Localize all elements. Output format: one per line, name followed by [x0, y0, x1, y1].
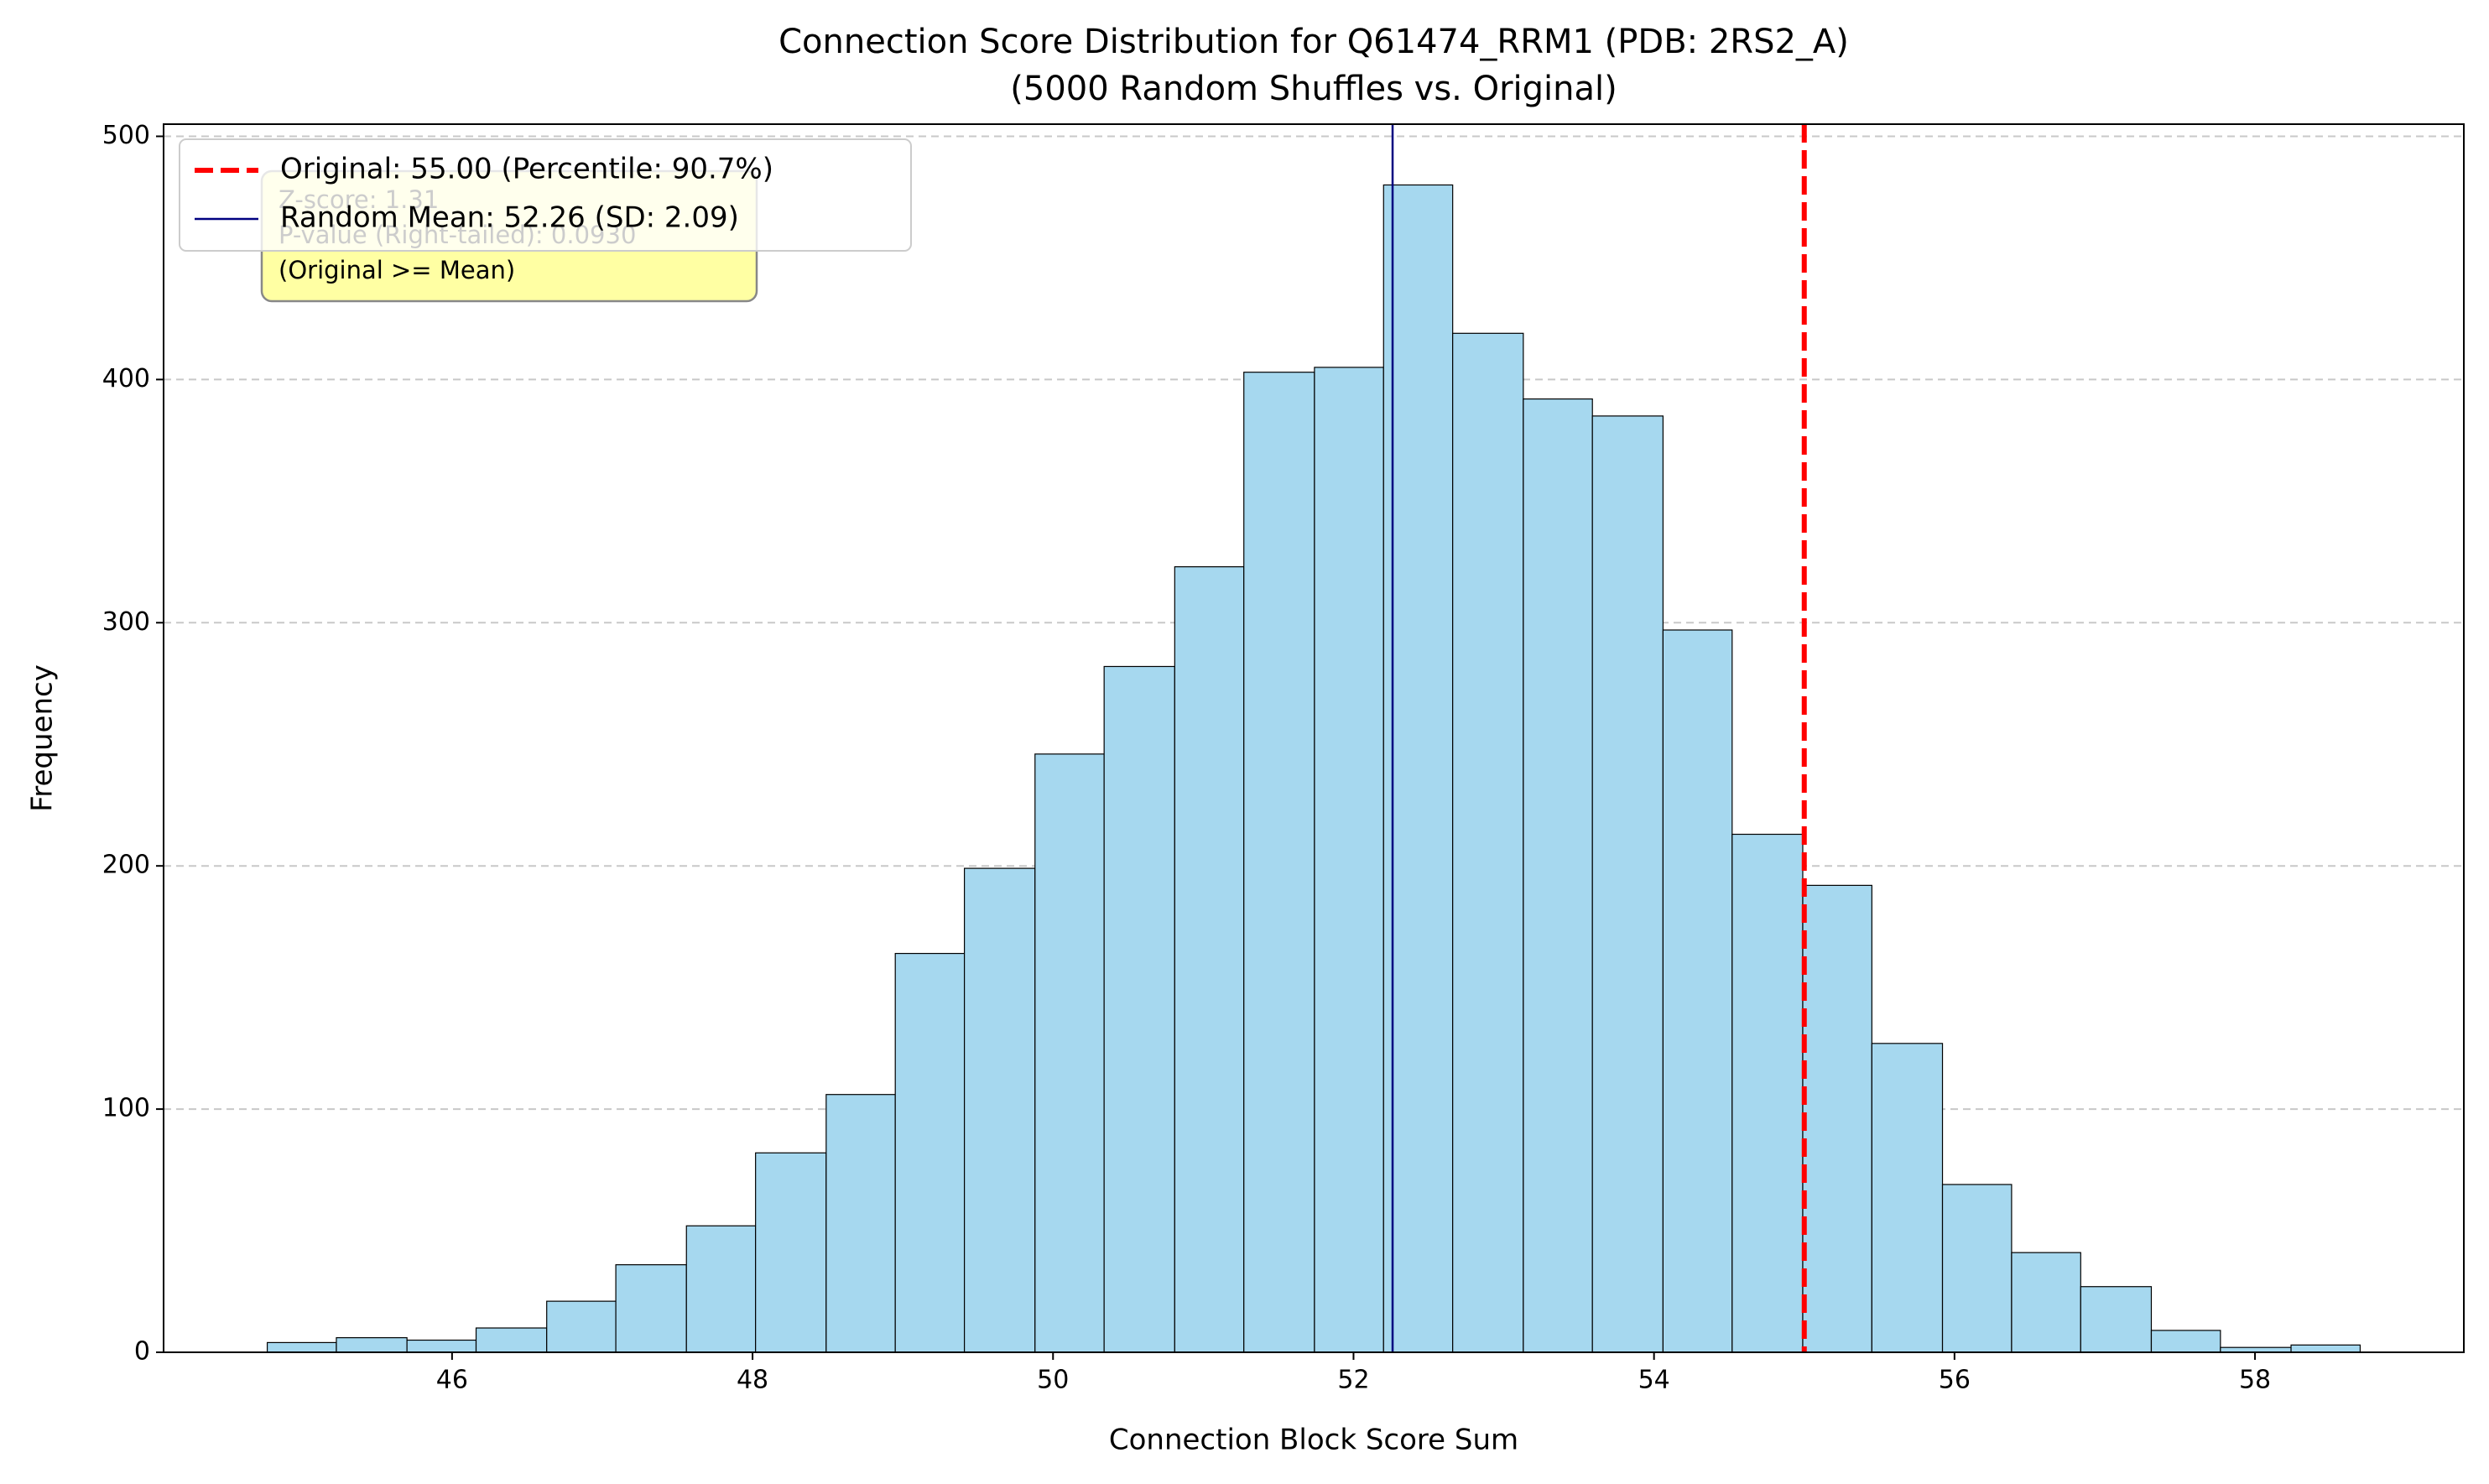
x-tick-label: 54: [1638, 1366, 1670, 1395]
y-tick-label: 300: [102, 607, 150, 637]
y-tick-label: 400: [102, 364, 150, 393]
x-tick-label: 46: [436, 1366, 468, 1395]
bar: [1731, 833, 1804, 1353]
bar: [825, 1094, 896, 1353]
legend-box: [179, 138, 912, 252]
bar: [963, 867, 1036, 1353]
x-axis-label: Connection Block Score Sum: [1109, 1424, 1518, 1457]
plot-frame: [163, 123, 2465, 1353]
x-tick-label: 58: [2239, 1366, 2271, 1395]
y-tick-label: 200: [102, 851, 150, 880]
bar: [1382, 184, 1454, 1353]
bar: [475, 1327, 548, 1353]
bar: [755, 1152, 827, 1353]
legend-label: Random Mean: 52.26 (SD: 2.09): [280, 201, 739, 235]
bar: [615, 1264, 687, 1353]
legend-label: Original: 55.00 (Percentile: 90.7%): [280, 153, 773, 186]
bar: [2080, 1286, 2153, 1353]
x-tick-label: 50: [1037, 1366, 1069, 1395]
bar: [1103, 665, 1175, 1353]
y-tick-label: 100: [102, 1094, 150, 1123]
bar: [1871, 1043, 1944, 1353]
chart-title: Connection Score Distribution for Q61474…: [778, 23, 1849, 61]
bar: [1941, 1184, 2013, 1353]
bar: [1452, 332, 1524, 1353]
bar: [1243, 372, 1315, 1353]
bar: [2150, 1330, 2221, 1353]
bar: [685, 1225, 757, 1353]
bar: [894, 952, 966, 1353]
bar: [1523, 398, 1593, 1353]
bar: [336, 1337, 408, 1353]
bar: [1591, 415, 1664, 1353]
x-tick-label: 48: [737, 1366, 768, 1395]
bar: [1314, 367, 1384, 1353]
y-axis-label: Frequency: [26, 664, 60, 812]
x-tick-label: 52: [1337, 1366, 1369, 1395]
chart-subtitle: (5000 Random Shuffles vs. Original): [1010, 70, 1617, 108]
bar: [2290, 1344, 2361, 1353]
bar: [266, 1341, 337, 1353]
x-tick-label: 56: [1939, 1366, 1971, 1395]
y-tick-label: 0: [134, 1337, 150, 1367]
bar: [546, 1300, 617, 1353]
bar: [406, 1339, 477, 1353]
bar: [1802, 884, 1872, 1353]
annotation-text: (Original >= Mean): [279, 256, 515, 284]
y-tick-label: 500: [102, 121, 150, 150]
bar: [2011, 1252, 2081, 1353]
bar: [1662, 629, 1733, 1353]
bar: [1174, 566, 1245, 1353]
bar: [1034, 753, 1105, 1353]
